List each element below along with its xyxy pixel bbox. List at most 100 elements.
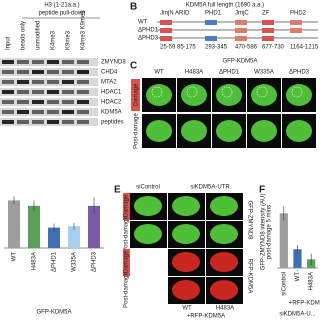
nucleus	[172, 252, 200, 272]
nucleus	[210, 280, 238, 300]
damage-site	[151, 86, 163, 98]
row-label: KDM5A	[101, 110, 122, 116]
nucleus	[251, 84, 277, 106]
band	[77, 80, 89, 84]
band	[17, 70, 29, 74]
band	[17, 110, 29, 114]
band	[17, 80, 29, 84]
x-tick-label: ΔPHD1	[52, 251, 58, 272]
x-tick-label: H483A	[309, 272, 315, 290]
band	[62, 120, 74, 124]
domain-label: PHD2	[290, 11, 307, 17]
x-tick-label: H483A	[32, 252, 38, 270]
damage-site	[221, 86, 233, 98]
column-label: Input	[6, 36, 12, 50]
domain-label: ZF	[262, 11, 270, 17]
band	[32, 60, 44, 64]
band	[2, 70, 14, 74]
x-label: siKDM5A-U...	[279, 312, 316, 318]
domain-range: 25-59 85-175	[160, 45, 196, 51]
domain-label: JmjC	[235, 11, 249, 17]
column-label: W335A	[254, 70, 274, 76]
band	[77, 120, 89, 124]
band	[32, 100, 44, 104]
bar	[8, 200, 20, 248]
bar	[279, 213, 288, 268]
nucleus	[172, 280, 200, 300]
label-box	[123, 193, 130, 220]
nucleus	[134, 224, 162, 244]
column-label: WT	[182, 306, 192, 312]
domain	[262, 20, 274, 25]
nucleus	[172, 224, 200, 244]
blot-subheader: peptide pull-down	[38, 11, 85, 17]
bar	[48, 227, 60, 248]
nucleus	[216, 120, 242, 142]
domain-label: JmjN ARID	[160, 11, 190, 17]
panel-letter: E	[114, 185, 121, 196]
y-label: post-damage 5 mins	[267, 205, 273, 259]
domain	[290, 28, 302, 33]
nucleus	[210, 252, 238, 272]
blot-header: H3 (1-21a.a.)	[44, 3, 79, 9]
nucleus	[210, 196, 238, 216]
x-tick-label: WT	[295, 272, 301, 282]
x-tick-label: W335A	[72, 252, 78, 272]
band	[17, 90, 29, 94]
label-box	[131, 79, 140, 111]
nucleus	[172, 196, 200, 216]
band	[2, 90, 14, 94]
bar	[28, 205, 40, 248]
nucleus	[210, 224, 238, 244]
domain	[262, 36, 274, 41]
band	[62, 90, 74, 94]
band	[2, 80, 14, 84]
nucleus	[134, 196, 162, 216]
nucleus	[216, 84, 242, 106]
row-label: Damage	[124, 250, 130, 273]
band	[17, 60, 29, 64]
domain	[160, 36, 172, 41]
column-label: unmodified	[36, 21, 42, 50]
domain	[235, 28, 247, 33]
row-label: peptides	[101, 120, 124, 126]
band	[62, 60, 74, 64]
column-label: ΔPHD1	[219, 70, 240, 76]
domain	[235, 36, 247, 41]
band	[17, 100, 29, 104]
domain-range: 293-345	[205, 45, 228, 51]
domain	[235, 20, 247, 25]
group-label: siKDM5A-UTR	[190, 185, 230, 191]
column-label: K4me3 K9me3	[81, 10, 87, 50]
damage-site	[291, 86, 303, 98]
band	[77, 100, 89, 104]
nucleus	[181, 84, 207, 106]
domain	[205, 36, 217, 41]
band	[32, 90, 44, 94]
row-label: Post-damage	[124, 215, 130, 251]
band	[47, 80, 59, 84]
band	[32, 110, 44, 114]
channel-label: GFP-ZMYND8	[246, 201, 252, 241]
band	[62, 110, 74, 114]
column-label: beads only	[21, 21, 27, 50]
x-tick-label: WT	[12, 252, 18, 262]
domain	[290, 20, 302, 25]
band	[77, 110, 89, 114]
damage-site	[256, 86, 268, 98]
band	[2, 100, 14, 104]
damage-site	[186, 86, 198, 98]
band	[77, 90, 89, 94]
row-label: MTA2	[101, 80, 117, 86]
panel-letter: F	[259, 185, 265, 196]
panel-title: KDM5A full length (1690 a.a.)	[186, 3, 264, 9]
nucleus	[286, 84, 312, 106]
x-label: GFP-KDM5A	[36, 310, 71, 316]
band	[47, 110, 59, 114]
nucleus	[146, 120, 172, 142]
row-label: Damage	[134, 83, 140, 106]
band	[47, 60, 59, 64]
band	[32, 70, 44, 74]
column-label: ΔPHD3	[289, 70, 310, 76]
